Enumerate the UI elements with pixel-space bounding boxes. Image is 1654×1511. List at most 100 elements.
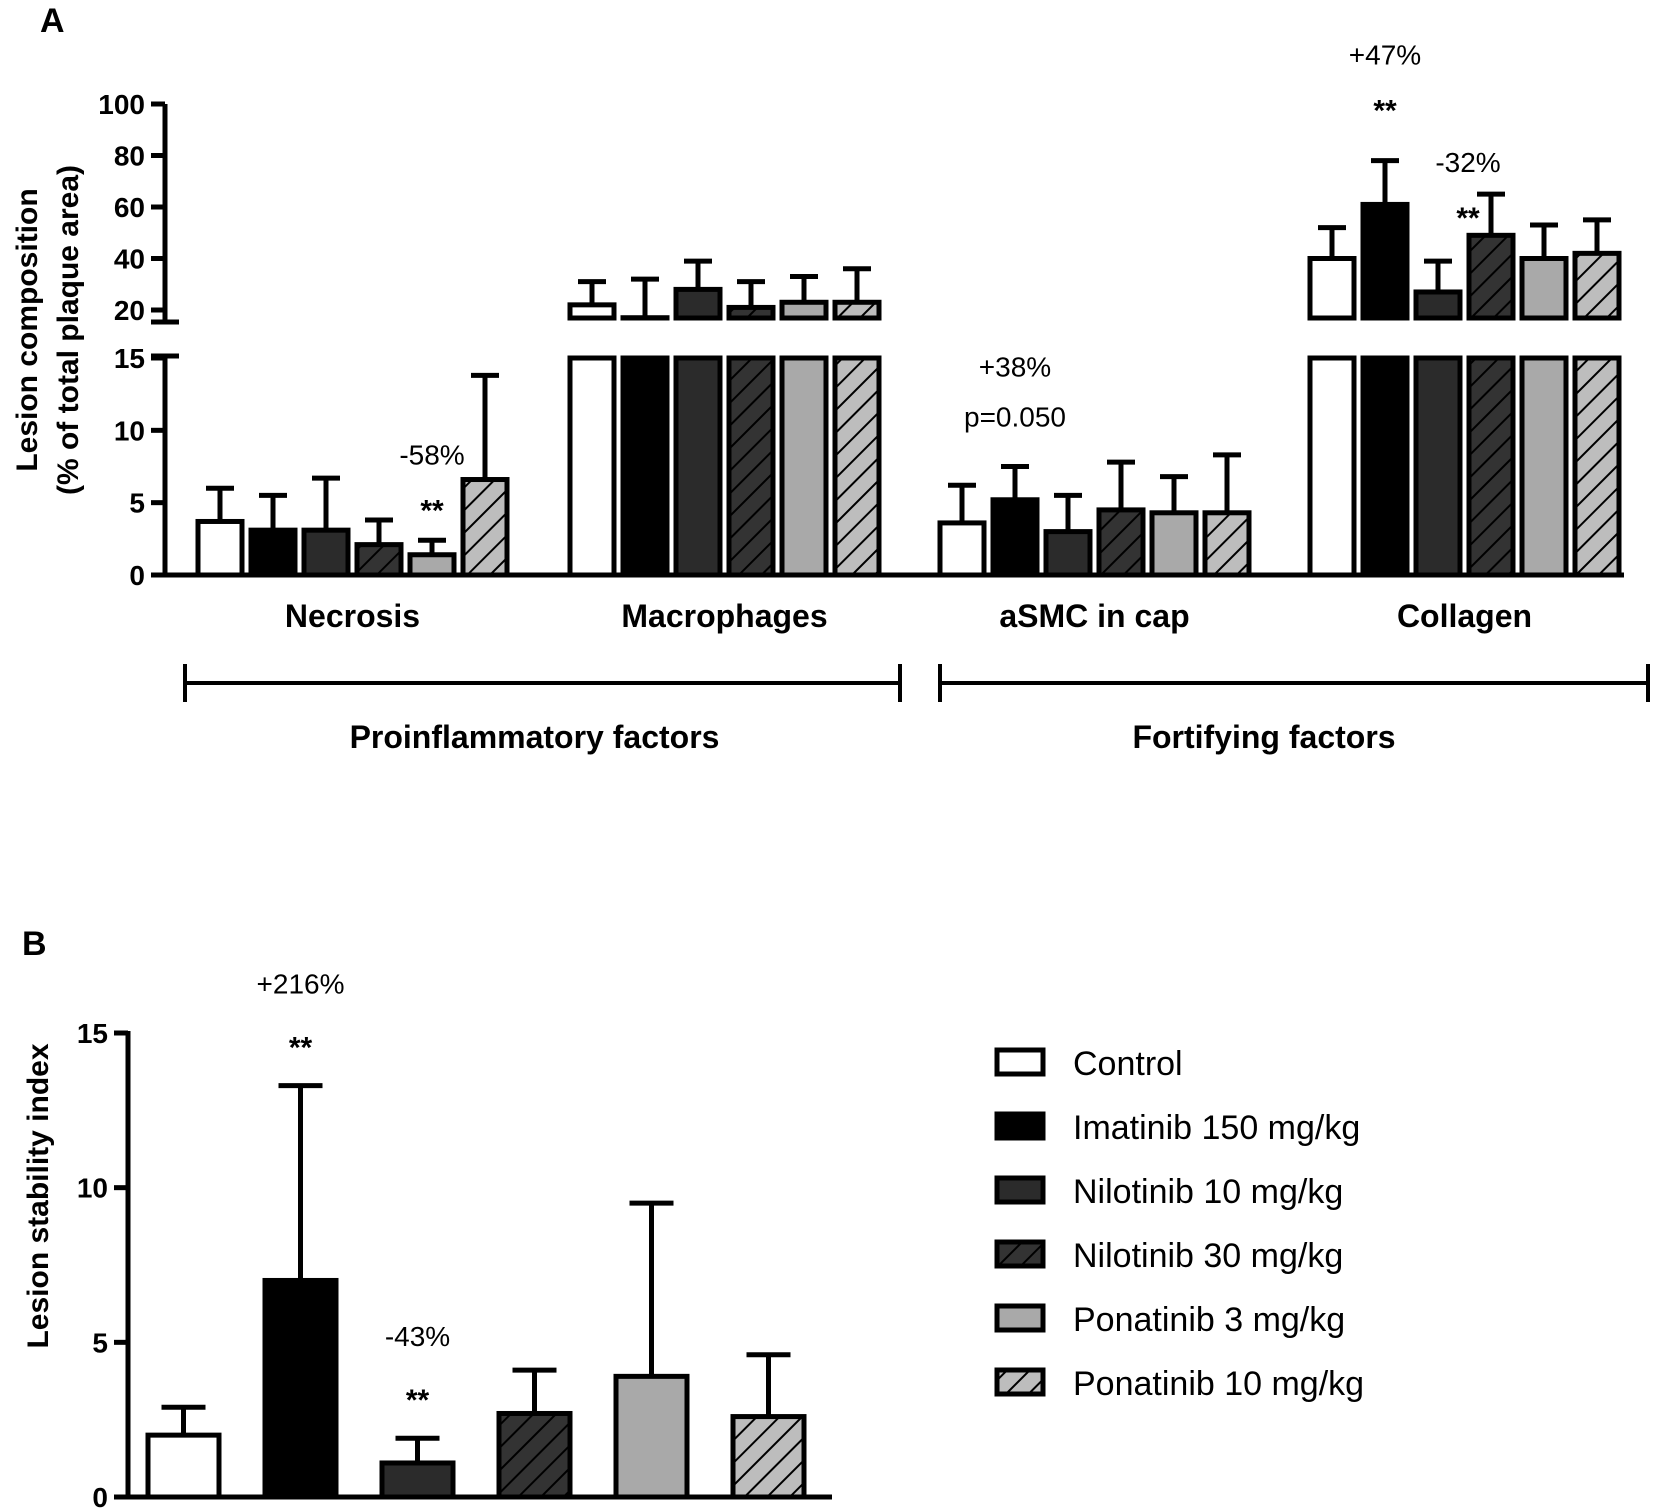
- panel-a-err-necrosis-control: [206, 485, 234, 522]
- panel-b-bar-imatinib-150-mg-kg: [262, 1277, 339, 1500]
- panel-a-bar-collagen-nilotinib-30-mg-kg-upper: [1466, 232, 1516, 321]
- panel-a-category-collagen: Collagen: [1397, 598, 1532, 634]
- legend-label: Control: [1073, 1045, 1183, 1083]
- panel-a-bar-asmc-in-cap-imatinib-150-mg-kg: [990, 497, 1040, 578]
- panel-a-bar-collagen-ponatinib-3-mg-kg-break-gap: [1518, 321, 1570, 354]
- panel-a-bar-collagen-nilotinib-30-mg-kg-lower-hatch: [1469, 358, 1513, 575]
- annotation-significance: **: [1456, 202, 1480, 235]
- panel-a-err-macrophages-nilotinib-10-mg-kg: [684, 258, 712, 290]
- annotation-percent: -32%: [1435, 147, 1500, 178]
- panel-a-category-necrosis: Necrosis: [285, 598, 420, 634]
- panel-a-bar-macrophages-ponatinib-3-mg-kg-break-gap: [778, 321, 830, 354]
- panel-a-annotation-asmc-in-cap-imatinib-150-mg-kg: +38% p=0.050: [964, 352, 1066, 433]
- panel-a-bar-collagen-ponatinib-3-mg-kg-lower-fill: [1519, 355, 1569, 578]
- panel-a-ylabel-line2: (% of total plaque area): [52, 165, 85, 495]
- panel-a-err-necrosis-nilotinib-30-mg-kg: [365, 517, 393, 545]
- legend-item-nilotinib-30-mg-kg: Nilotinib 30 mg/kg: [994, 1237, 1343, 1275]
- panel-a-bar-asmc-in-cap-imatinib-150-mg-kg-fill: [990, 497, 1040, 578]
- legend-label: Imatinib 150 mg/kg: [1073, 1109, 1360, 1147]
- panel-a-ytick-20: 20: [114, 295, 145, 326]
- panel-b-err-nilotinib-30-mg-kg: [512, 1367, 557, 1414]
- panel-a-bar-macrophages-control-lower-fill: [567, 355, 617, 578]
- panel-a-err-macrophages-control: [578, 279, 606, 305]
- panel-a-bar-collagen-ponatinib-3-mg-kg-upper: [1519, 256, 1569, 321]
- panel-a-bar-macrophages-imatinib-150-mg-kg-break-gap: [619, 321, 671, 354]
- legend-swatch-hatch: [997, 1370, 1043, 1394]
- panel-a-bar-macrophages-nilotinib-10-mg-kg-upper-fill: [673, 286, 723, 321]
- panel-a-annotation-collagen-imatinib-150-mg-kg: +47% **: [1349, 40, 1421, 128]
- panel-a-bar-macrophages-nilotinib-10-mg-kg-break-gap: [672, 321, 724, 354]
- panel-b-annotation-nilotinib-10-mg-kg: -43% **: [385, 1321, 450, 1417]
- panel-a-ytick-100: 100: [98, 89, 145, 120]
- panel-a-ytick-10: 10: [114, 415, 145, 446]
- panel-a-bar-necrosis-nilotinib-30-mg-kg: [354, 542, 404, 578]
- panel-a-bar-asmc-in-cap-nilotinib-10-mg-kg: [1043, 529, 1093, 578]
- panel-b-bar-ponatinib-3-mg-kg: [613, 1373, 690, 1500]
- panel-a-bar-necrosis-control: [195, 518, 245, 578]
- panel-b-bar-nilotinib-10-mg-kg: [379, 1460, 456, 1500]
- panel-a-bar-collagen-ponatinib-10-mg-kg-lower-hatch: [1575, 358, 1619, 575]
- panel-b-annotation-imatinib-150-mg-kg: +216% **: [257, 969, 345, 1065]
- legend-swatch: [994, 1303, 1046, 1333]
- group-label: Fortifying factors: [1132, 719, 1395, 755]
- legend-item-imatinib-150-mg-kg: Imatinib 150 mg/kg: [994, 1109, 1360, 1147]
- legend-label: Ponatinib 3 mg/kg: [1073, 1301, 1345, 1339]
- panel-a-ytick-0: 0: [129, 560, 145, 591]
- panel-b-ytick-15: 15: [77, 1018, 108, 1049]
- panel-a-ylabel: Lesion composition (% of total plaque ar…: [11, 165, 85, 495]
- panel-a-bar-asmc-in-cap-ponatinib-3-mg-kg-fill: [1149, 510, 1199, 578]
- panel-b-bar-ponatinib-10-mg-kg-hatch: [733, 1416, 804, 1497]
- panel-a-bar-macrophages-nilotinib-30-mg-kg-break-gap: [725, 321, 777, 354]
- panel-b-ytick-0: 0: [92, 1482, 108, 1511]
- panel-a-bar-collagen-imatinib-150-mg-kg-upper-fill: [1360, 201, 1410, 321]
- panel-a-bar-asmc-in-cap-nilotinib-30-mg-kg: [1096, 507, 1146, 578]
- panel-a-err-collagen-control: [1318, 225, 1346, 259]
- annotation-percent: -43%: [385, 1321, 450, 1352]
- panel-a-bar-macrophages-control-upper: [567, 302, 617, 321]
- panel-b-bar-ponatinib-3-mg-kg-fill: [613, 1373, 690, 1500]
- panel-a-bar-collagen-ponatinib-3-mg-kg-upper-fill: [1519, 256, 1569, 321]
- panel-a-ytick-60: 60: [114, 192, 145, 223]
- annotation-percent: +47%: [1349, 40, 1421, 71]
- panel-a-bar-collagen-nilotinib-10-mg-kg-lower: [1413, 355, 1463, 578]
- panel-a-bar-collagen-nilotinib-30-mg-kg-break-gap: [1465, 321, 1517, 354]
- annotation-percent: +38%: [979, 352, 1051, 383]
- panel-b: 0 5 10 15 +216% ** -43% **: [77, 969, 832, 1511]
- panel-a-err-collagen-imatinib-150-mg-kg: [1371, 158, 1399, 205]
- legend-label: Nilotinib 10 mg/kg: [1073, 1173, 1343, 1211]
- panel-a-err-asmc-in-cap-nilotinib-10-mg-kg: [1054, 492, 1082, 532]
- panel-a-bar-collagen-ponatinib-10-mg-kg-lower: [1572, 355, 1622, 578]
- panel-a-bar-asmc-in-cap-nilotinib-30-mg-kg-hatch: [1099, 509, 1143, 575]
- panel-a-err-macrophages-imatinib-150-mg-kg: [631, 276, 659, 318]
- panel-b-err-nilotinib-10-mg-kg: [395, 1435, 440, 1463]
- panel-a-err-asmc-in-cap-imatinib-150-mg-kg: [1001, 464, 1029, 500]
- annotation-significance: **: [289, 1032, 313, 1065]
- panel-a-bar-collagen-ponatinib-3-mg-kg-lower: [1519, 355, 1569, 578]
- panel-a-bar-collagen-ponatinib-10-mg-kg-upper: [1572, 250, 1622, 321]
- panel-a-bar-macrophages-ponatinib-3-mg-kg-upper-fill: [779, 299, 829, 321]
- panel-a-label: A: [40, 2, 65, 40]
- panel-a-bar-asmc-in-cap-control-fill: [937, 520, 987, 578]
- panel-a-bar-necrosis-nilotinib-30-mg-kg-hatch: [357, 544, 401, 575]
- panel-a-bar-asmc-in-cap-ponatinib-10-mg-kg-hatch: [1205, 512, 1249, 575]
- legend-label: Nilotinib 30 mg/kg: [1073, 1237, 1343, 1275]
- panel-a-category-asmc-in-cap: aSMC in cap: [999, 598, 1189, 634]
- panel-a-bar-macrophages-imatinib-150-mg-kg-lower-fill: [620, 355, 670, 578]
- panel-a-bar-macrophages-ponatinib-3-mg-kg-lower: [779, 355, 829, 578]
- panel-b-err-control: [161, 1404, 206, 1436]
- panel-a-bar-collagen-control-lower: [1307, 355, 1357, 578]
- panel-b-ytick-10: 10: [77, 1173, 108, 1204]
- panel-a-bar-macrophages-ponatinib-10-mg-kg-lower: [832, 355, 882, 578]
- legend-swatch: [994, 1175, 1046, 1205]
- panel-a-group-proinflammatory-factors: Proinflammatory factors: [183, 664, 902, 755]
- panel-a-bar-macrophages-nilotinib-10-mg-kg-lower: [673, 355, 723, 578]
- panel-a-bar-macrophages-control-upper-fill: [567, 302, 617, 321]
- panel-b-bar-nilotinib-30-mg-kg-hatch: [499, 1413, 570, 1497]
- panel-a-bar-collagen-nilotinib-30-mg-kg-lower: [1466, 355, 1516, 578]
- panel-a-ytick-5: 5: [129, 488, 145, 519]
- panel-a-err-macrophages-ponatinib-3-mg-kg: [790, 274, 818, 303]
- panel-a-category-macrophages: Macrophages: [621, 598, 827, 634]
- panel-a-group-fortifying-factors: Fortifying factors: [938, 664, 1650, 755]
- panel-a-bar-macrophages-ponatinib-3-mg-kg-upper: [779, 299, 829, 321]
- group-label: Proinflammatory factors: [350, 719, 720, 755]
